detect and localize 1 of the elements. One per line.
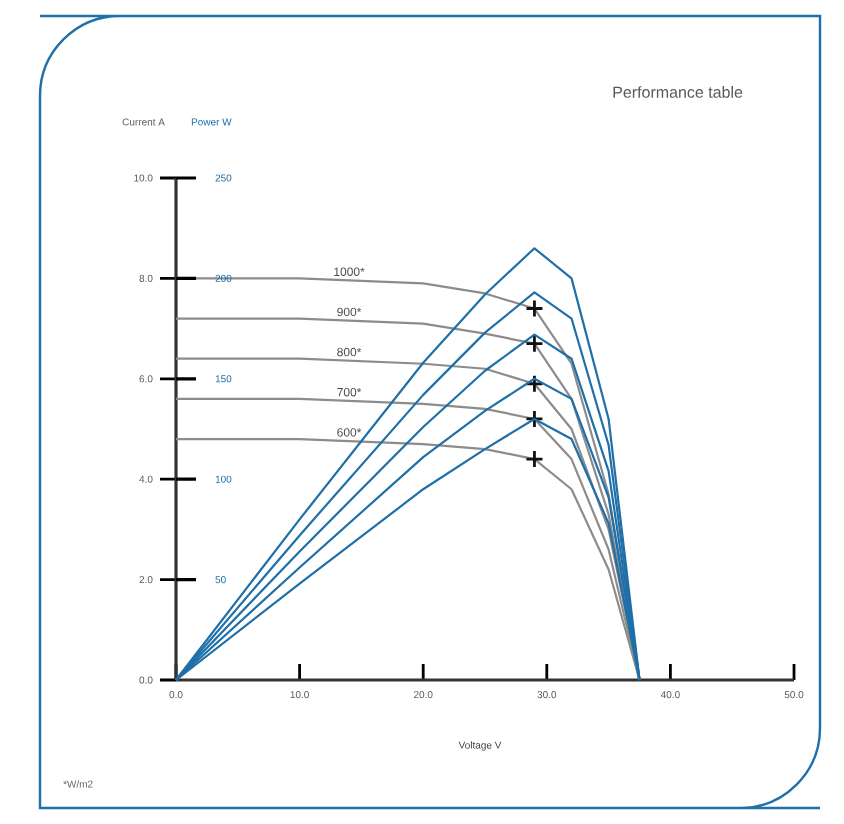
chart-title: Performance table: [613, 86, 743, 98]
